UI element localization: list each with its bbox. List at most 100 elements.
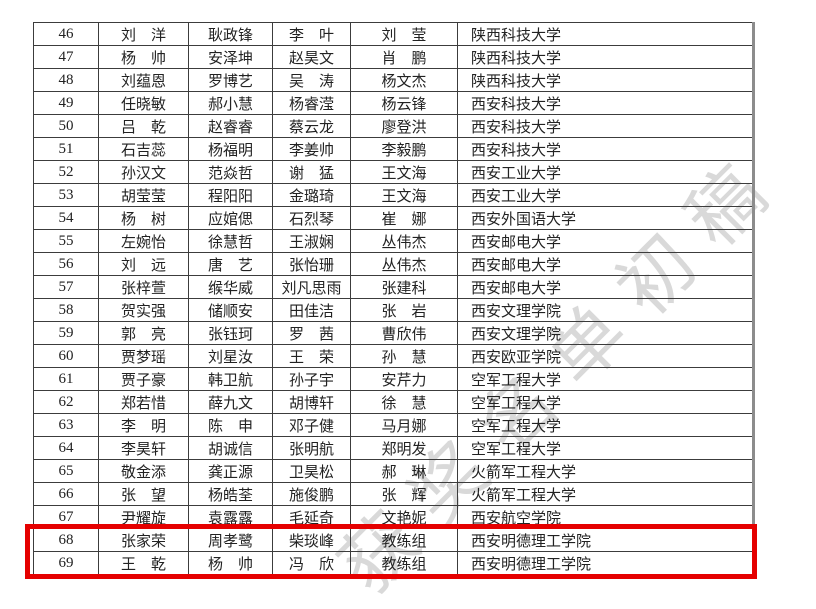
cell-member-name-4: 徐 慧 xyxy=(350,390,458,414)
cell-member-name-4: 张 辉 xyxy=(350,482,458,506)
cell-school: 空军工程大学 xyxy=(457,390,754,414)
cell-school: 火箭军工程大学 xyxy=(457,482,754,506)
cell-member-name-4: 郑明发 xyxy=(350,436,458,460)
cell-member-name-2: 陈 申 xyxy=(188,413,273,437)
table-row: 52 孙汉文 范焱哲谢 猛王文海 西安工业大学 xyxy=(33,160,754,184)
cell-member-name-4: 郝 琳 xyxy=(350,459,458,483)
cell-member-name-1: 王 乾 xyxy=(98,551,189,575)
cell-member-name-2: 耿政锋 xyxy=(188,22,273,46)
award-list-table: 46 刘 洋耿政锋李 叶刘 莹陕西科技大学 47 杨 帅安泽坤 赵昊文肖 鹏陕西科技大学… xyxy=(33,22,755,575)
cell-member-name-1: 刘 洋 xyxy=(98,22,189,46)
cell-school: 陕西科技大学 xyxy=(457,22,754,46)
table-row: 47 杨 帅安泽坤 赵昊文肖 鹏陕西科技大学 xyxy=(33,45,754,69)
cell-row-number: 47 xyxy=(33,45,99,69)
cell-row-number: 52 xyxy=(33,160,99,184)
cell-member-name-4: 曹欣伟 xyxy=(350,321,458,345)
cell-school: 火箭军工程大学 xyxy=(457,459,754,483)
cell-member-name-4: 教练组 xyxy=(350,551,458,575)
table-row: 65 敬金添 龚正源 卫昊松郝 琳火箭军工程大学 xyxy=(33,459,754,483)
cell-row-number: 59 xyxy=(33,321,99,345)
cell-row-number: 46 xyxy=(33,22,99,46)
cell-member-name-3: 吴 涛 xyxy=(272,68,351,92)
cell-member-name-1: 胡莹莹 xyxy=(98,183,189,207)
cell-school: 西安外国语大学 xyxy=(457,206,754,230)
cell-member-name-4: 杨文杰 xyxy=(350,68,458,92)
cell-member-name-1: 刘蕴恩 xyxy=(98,68,189,92)
cell-member-name-2: 刘星汝 xyxy=(188,344,273,368)
cell-row-number: 56 xyxy=(33,252,99,276)
table-row: 51 石吉蕊 杨福明 李姜帅 李毅鹏 西安科技大学 xyxy=(33,137,754,161)
cell-member-name-3: 杨睿滢 xyxy=(272,91,351,115)
table-row: 55 左婉怡 徐慧哲 王淑娴 丛伟杰 西安邮电大学 xyxy=(33,229,754,253)
cell-member-name-2: 范焱哲 xyxy=(188,160,273,184)
cell-member-name-3: 蔡云龙 xyxy=(272,114,351,138)
cell-school: 西安邮电大学 xyxy=(457,252,754,276)
cell-school: 西安工业大学 xyxy=(457,183,754,207)
cell-member-name-2: 储顺安 xyxy=(188,298,273,322)
cell-member-name-1: 贾梦瑶 xyxy=(98,344,189,368)
cell-school: 空军工程大学 xyxy=(457,413,754,437)
cell-member-name-3: 冯 欣 xyxy=(272,551,351,575)
cell-member-name-4: 教练组 xyxy=(350,528,458,552)
table-row: 67 尹耀旋 袁露露 毛延奇 文艳妮 西安航空学院 xyxy=(33,505,754,529)
cell-member-name-3: 王 荣 xyxy=(272,344,351,368)
cell-member-name-4: 张建科 xyxy=(350,275,458,299)
cell-row-number: 54 xyxy=(33,206,99,230)
cell-member-name-4: 张 岩 xyxy=(350,298,458,322)
cell-member-name-1: 敬金添 xyxy=(98,459,189,483)
cell-member-name-3: 王淑娴 xyxy=(272,229,351,253)
cell-member-name-2: 龚正源 xyxy=(188,459,273,483)
cell-member-name-2: 唐 艺 xyxy=(188,252,273,276)
cell-member-name-1: 贾子豪 xyxy=(98,367,189,391)
cell-school: 西安欧亚学院 xyxy=(457,344,754,368)
document-page: 获奖名单初稿 46 刘 洋耿政锋李 叶刘 莹陕西科技大学 47 杨 帅安泽坤 赵昊文肖 … xyxy=(25,22,799,609)
cell-member-name-1: 石吉蕊 xyxy=(98,137,189,161)
cell-member-name-2: 杨福明 xyxy=(188,137,273,161)
cell-member-name-4: 安芹力 xyxy=(350,367,458,391)
cell-member-name-1: 刘 远 xyxy=(98,252,189,276)
cell-school: 西安航空学院 xyxy=(457,505,754,529)
cell-member-name-3: 谢 猛 xyxy=(272,160,351,184)
cell-member-name-4: 刘 莹 xyxy=(350,22,458,46)
cell-member-name-2: 薛九文 xyxy=(188,390,273,414)
table-row: 63 李 明陈 申邓子健 马月娜 空军工程大学 xyxy=(33,413,754,437)
cell-school: 西安文理学院 xyxy=(457,321,754,345)
table-row: 56 刘 远唐 艺张怡珊 丛伟杰 西安邮电大学 xyxy=(33,252,754,276)
table-row: 62 郑若惜 薛九文 胡博轩徐 慧空军工程大学 xyxy=(33,390,754,414)
cell-member-name-3: 石烈琴 xyxy=(272,206,351,230)
cell-row-number: 50 xyxy=(33,114,99,138)
cell-member-name-1: 孙汉文 xyxy=(98,160,189,184)
cell-member-name-3: 金璐琦 xyxy=(272,183,351,207)
cell-member-name-4: 丛伟杰 xyxy=(350,252,458,276)
cell-school: 空军工程大学 xyxy=(457,436,754,460)
cell-row-number: 65 xyxy=(33,459,99,483)
table-row: 54 杨 树应婠偲 石烈琴崔 娜西安外国语大学 xyxy=(33,206,754,230)
cell-member-name-4: 杨云锋 xyxy=(350,91,458,115)
table-row: 68 张家荣 周孝鹭 柴琰峰 教练组 西安明德理工学院 xyxy=(33,528,754,552)
cell-school: 西安明德理工学院 xyxy=(457,551,754,575)
cell-member-name-2: 杨 帅 xyxy=(188,551,273,575)
table-row: 57 张梓萱 缑华威 刘凡思雨 张建科 西安邮电大学 xyxy=(33,275,754,299)
table-row: 46 刘 洋耿政锋李 叶刘 莹陕西科技大学 xyxy=(33,22,754,46)
cell-row-number: 49 xyxy=(33,91,99,115)
cell-member-name-1: 张家荣 xyxy=(98,528,189,552)
table-row: 49 任晓敏 郝小慧 杨睿滢 杨云锋 西安科技大学 xyxy=(33,91,754,115)
table-row: 58 贺实强 储顺安 田佳洁张 岩西安文理学院 xyxy=(33,298,754,322)
cell-row-number: 60 xyxy=(33,344,99,368)
cell-school: 西安邮电大学 xyxy=(457,229,754,253)
cell-row-number: 68 xyxy=(33,528,99,552)
cell-member-name-1: 李昊轩 xyxy=(98,436,189,460)
cell-member-name-3: 孙子宇 xyxy=(272,367,351,391)
cell-member-name-4: 王文海 xyxy=(350,183,458,207)
cell-member-name-3: 邓子健 xyxy=(272,413,351,437)
cell-member-name-3: 赵昊文 xyxy=(272,45,351,69)
cell-member-name-1: 张梓萱 xyxy=(98,275,189,299)
cell-member-name-2: 袁露露 xyxy=(188,505,273,529)
cell-row-number: 51 xyxy=(33,137,99,161)
cell-member-name-1: 杨 树 xyxy=(98,206,189,230)
cell-member-name-3: 罗 茜 xyxy=(272,321,351,345)
table-row: 48 刘蕴恩 罗博艺吴 涛杨文杰 陕西科技大学 xyxy=(33,68,754,92)
cell-member-name-1: 左婉怡 xyxy=(98,229,189,253)
cell-row-number: 66 xyxy=(33,482,99,506)
cell-school: 西安邮电大学 xyxy=(457,275,754,299)
